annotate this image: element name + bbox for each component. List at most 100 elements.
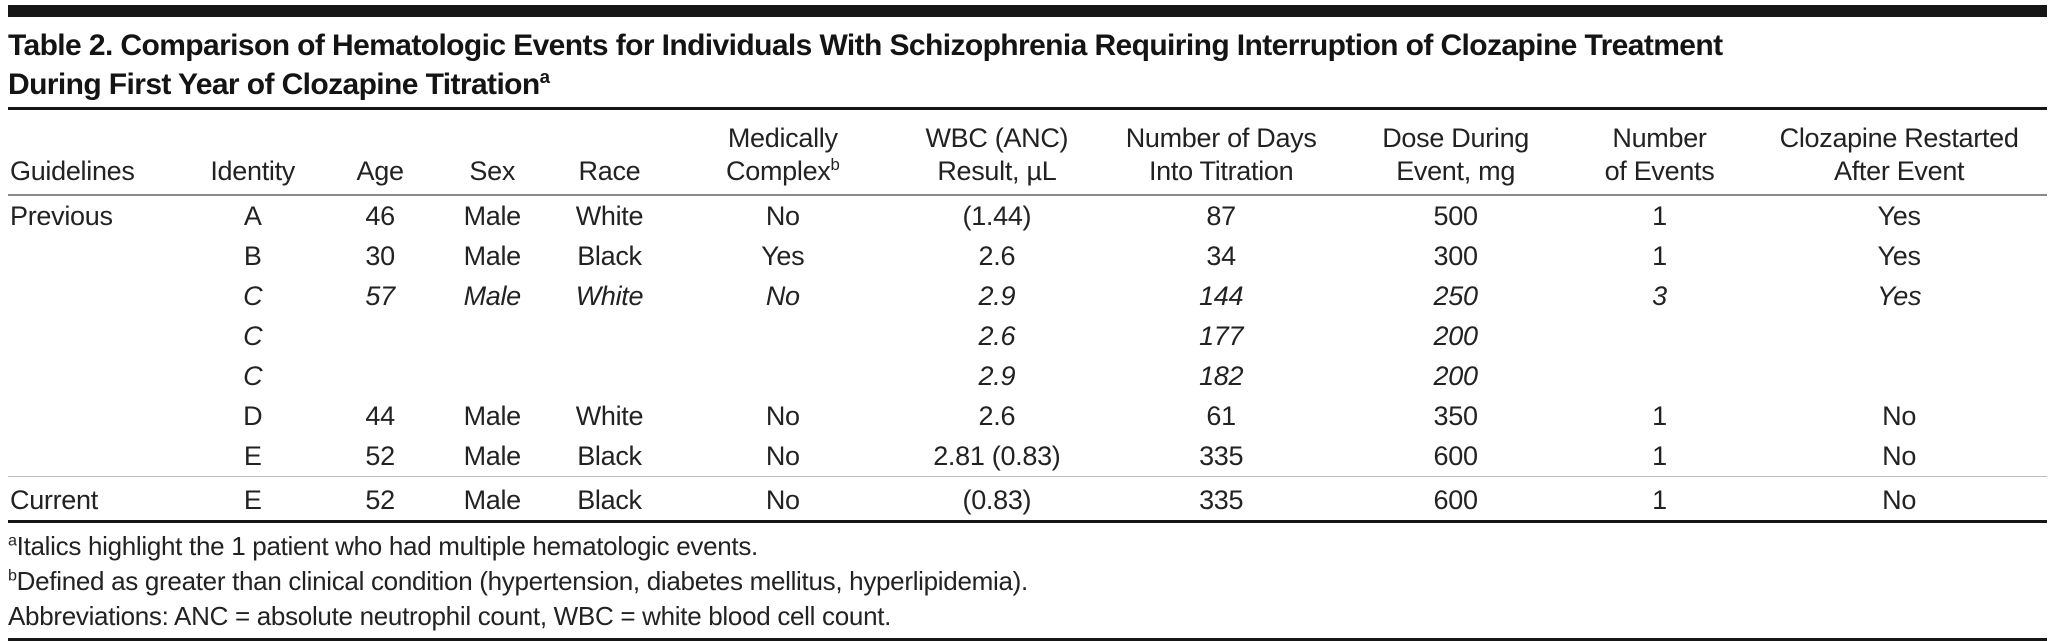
footnote-a-text: Italics highlight the 1 patient who had … — [16, 531, 759, 561]
cell-dose: 200 — [1433, 320, 1478, 351]
table-title: Table 2. Comparison of Hematologic Event… — [8, 17, 2047, 110]
cell-race: White — [575, 400, 644, 431]
cell-restarted — [1751, 316, 2047, 356]
title-superscript-a: a — [539, 66, 550, 87]
table-title-line2: During First Year of Clozapine Titration… — [8, 65, 2047, 104]
cell-days: 34 — [1206, 240, 1236, 271]
cell-race: White — [575, 200, 644, 231]
cell-events: 1 — [1652, 200, 1667, 231]
cell-guidelines — [8, 236, 181, 276]
cell-race — [548, 356, 670, 396]
cell-events: 1 — [1567, 476, 1752, 522]
cell-wbc-anc: 2.9 — [978, 280, 1016, 311]
col-header-number-of-events: Number of Events — [1567, 110, 1752, 196]
cell-events — [1568, 316, 1752, 356]
cell-race: Black — [577, 240, 642, 271]
table-header: Guidelines Identity Age Sex Race Medical… — [8, 110, 2047, 196]
cell-days: 335 — [1199, 440, 1244, 471]
cell-events: 1 — [1652, 400, 1667, 431]
cell-race — [548, 316, 670, 356]
cell-wbc-anc: 2.9 — [978, 360, 1016, 391]
col-header-wbc-anc-result: WBC (ANC) Result, µL — [894, 110, 1099, 196]
table-row-patient-e-previous: E 52 Male Black No 2.81 (0.83) 335 600 1… — [8, 436, 2047, 477]
cell-medically-complex: No — [765, 200, 800, 231]
cell-race: White — [575, 280, 644, 311]
cell-wbc-anc: (1.44) — [962, 200, 1032, 231]
cell-age: 57 — [365, 280, 395, 311]
cell-dose: 200 — [1433, 360, 1478, 391]
cell-race: Black — [548, 476, 671, 522]
cell-wbc-anc: 2.81 (0.83) — [933, 440, 1061, 471]
cell-identity: C — [243, 280, 263, 311]
footnote-a: aItalics highlight the 1 patient who had… — [8, 529, 2047, 564]
cell-guidelines — [8, 316, 181, 356]
cell-wbc-anc: 2.6 — [978, 320, 1016, 351]
col-header-race: Race — [548, 110, 671, 196]
col-header-clozapine-restarted: Clozapine Restarted After Event — [1751, 110, 2047, 196]
cell-identity: C — [243, 360, 263, 391]
table-row-patient-c-event3: C 2.9 182 200 — [8, 356, 2047, 396]
cell-restarted: No — [1882, 400, 1917, 431]
cell-days: 182 — [1199, 360, 1244, 391]
table-row-patient-b: B 30 Male Black Yes 2.6 34 300 1 Yes — [8, 236, 2047, 276]
cell-days: 335 — [1098, 476, 1344, 522]
cell-medically-complex: No — [765, 400, 800, 431]
cell-sex — [436, 356, 548, 396]
table-row-patient-c-event2: C 2.6 177 200 — [8, 316, 2047, 356]
cell-dose: 500 — [1433, 200, 1478, 231]
cell-dose: 600 — [1343, 476, 1568, 522]
cell-wbc-anc: (0.83) — [894, 476, 1099, 522]
cell-restarted: Yes — [1877, 280, 1922, 311]
cell-sex: Male — [463, 200, 522, 231]
cell-age — [324, 316, 436, 356]
cell-restarted: No — [1882, 440, 1917, 471]
cell-guidelines — [8, 436, 181, 477]
hematologic-events-table: Guidelines Identity Age Sex Race Medical… — [8, 110, 2047, 523]
col-header-medically-complex: Medically Complexb — [670, 110, 895, 196]
cell-medically-complex: No — [765, 280, 800, 311]
col-header-sex: Sex — [436, 110, 549, 196]
table-body: Previous A 46 Male White No (1.44) 87 50… — [8, 195, 2047, 522]
cell-identity: E — [181, 476, 325, 522]
cell-sex: Male — [436, 476, 549, 522]
cell-identity: E — [243, 440, 262, 471]
footnote-b-text: Defined as greater than clinical conditi… — [16, 566, 1029, 596]
cell-medically-complex: Yes — [761, 240, 805, 271]
cell-age: 30 — [365, 240, 395, 271]
footnote-b-superscript: b — [8, 566, 17, 585]
col-header-guidelines: Guidelines — [8, 110, 182, 196]
cell-guidelines: Previous — [10, 200, 113, 231]
cell-dose: 350 — [1433, 400, 1478, 431]
col-header-identity: Identity — [181, 110, 325, 196]
footnotes: aItalics highlight the 1 patient who had… — [8, 523, 2047, 634]
footnote-abbreviations-text: Abbreviations: ANC = absolute neutrophil… — [8, 601, 892, 631]
top-rule — [8, 5, 2047, 17]
cell-wbc-anc: 2.6 — [978, 400, 1016, 431]
cell-age: 52 — [365, 440, 395, 471]
table-row-patient-e-current: Current E 52 Male Black No (0.83) 335 60… — [8, 476, 2047, 522]
cell-sex — [436, 316, 548, 356]
table-row-patient-d: D 44 Male White No 2.6 61 350 1 No — [8, 396, 2047, 436]
table-row-patient-a: Previous A 46 Male White No (1.44) 87 50… — [8, 195, 2047, 236]
cell-restarted: Yes — [1877, 240, 1921, 271]
table-row-patient-c-event1: C 57 Male White No 2.9 144 250 3 Yes — [8, 276, 2047, 316]
cell-age: 46 — [365, 200, 395, 231]
cell-dose: 600 — [1433, 440, 1478, 471]
cell-wbc-anc: 2.6 — [978, 240, 1016, 271]
cell-medically-complex: No — [670, 476, 895, 522]
cell-restarted: Yes — [1877, 200, 1921, 231]
table-title-line1: Table 2. Comparison of Hematologic Event… — [8, 29, 1723, 62]
cell-sex: Male — [463, 280, 522, 311]
table-title-line2-text: During First Year of Clozapine Titration — [8, 68, 540, 101]
cell-medically-complex: No — [765, 440, 800, 471]
cell-guidelines: Current — [8, 476, 182, 522]
cell-restarted — [1751, 356, 2047, 396]
cell-events: 3 — [1652, 280, 1667, 311]
cell-dose: 250 — [1433, 280, 1478, 311]
col-header-dose-during-event: Dose During Event, mg — [1343, 110, 1568, 196]
cell-restarted: No — [1751, 476, 2047, 522]
footnote-a-superscript: a — [8, 531, 17, 550]
col-header-age: Age — [324, 110, 437, 196]
cell-age: 52 — [324, 476, 437, 522]
